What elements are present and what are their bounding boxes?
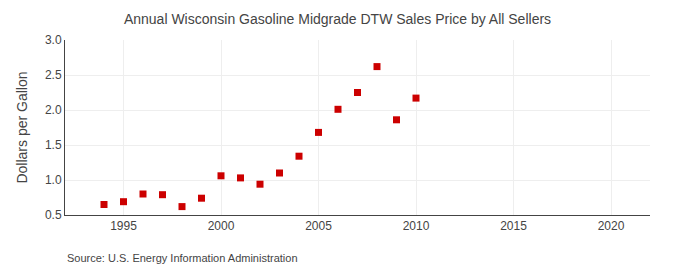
svg-text:2010: 2010 [403, 219, 430, 233]
svg-text:Source: U.S. Energy Informatio: Source: U.S. Energy Information Administ… [67, 252, 298, 264]
svg-text:1.0: 1.0 [45, 173, 62, 187]
svg-text:2020: 2020 [598, 219, 625, 233]
svg-text:0.5: 0.5 [45, 208, 62, 222]
svg-text:2.0: 2.0 [45, 103, 62, 117]
svg-text:2000: 2000 [208, 219, 235, 233]
svg-text:Dollars per Gallon: Dollars per Gallon [14, 71, 30, 183]
svg-text:1995: 1995 [110, 219, 137, 233]
svg-text:2.5: 2.5 [45, 68, 62, 82]
svg-text:3.0: 3.0 [45, 33, 62, 47]
svg-text:1.5: 1.5 [45, 138, 62, 152]
svg-text:2015: 2015 [500, 219, 527, 233]
svg-text:2005: 2005 [305, 219, 332, 233]
svg-text:Annual Wisconsin Gasoline Midg: Annual Wisconsin Gasoline Midgrade DTW S… [124, 11, 551, 27]
